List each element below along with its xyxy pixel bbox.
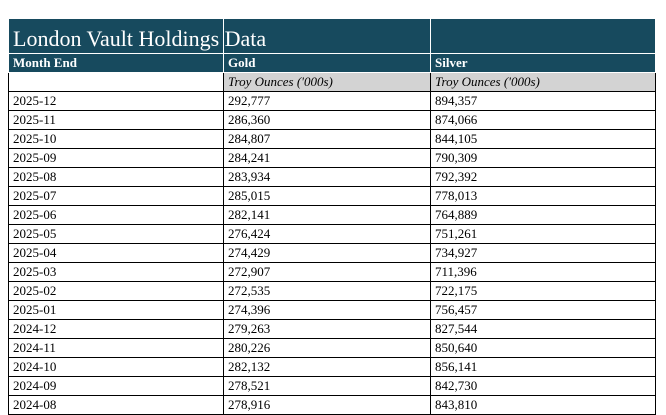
table-row: 2025-02 272,535 722,175 xyxy=(8,281,656,301)
table-row: 2024-09 278,521 842,730 xyxy=(8,376,656,396)
cell-gold: 286,360 xyxy=(223,110,431,130)
unit-cell-gold: Troy Ounces ('000s) xyxy=(223,72,431,92)
cell-month-end: 2025-10 xyxy=(8,129,224,149)
cell-month-end: 2025-11 xyxy=(8,110,224,130)
cell-silver: 850,640 xyxy=(430,338,656,358)
table-row: 2025-04 274,429 734,927 xyxy=(8,243,656,263)
table-row: 2024-11 280,226 850,640 xyxy=(8,338,656,358)
table-row: 2025-03 272,907 711,396 xyxy=(8,262,656,282)
cell-month-end: 2024-12 xyxy=(8,319,224,339)
cell-silver: 764,889 xyxy=(430,205,656,225)
cell-month-end: 2025-04 xyxy=(8,243,224,263)
column-header-row: Month End Gold Silver xyxy=(8,53,656,73)
cell-gold: 284,241 xyxy=(223,148,431,168)
title-spacer-cell-2 xyxy=(430,18,656,54)
column-header-month-end: Month End xyxy=(8,53,224,73)
title-row: London Vault Holdings Data xyxy=(8,18,656,54)
unit-cell-silver: Troy Ounces ('000s) xyxy=(430,72,656,92)
cell-month-end: 2024-09 xyxy=(8,376,224,396)
cell-gold: 284,807 xyxy=(223,129,431,149)
cell-silver: 844,105 xyxy=(430,129,656,149)
cell-gold: 292,777 xyxy=(223,91,431,111)
cell-month-end: 2024-11 xyxy=(8,338,224,358)
cell-gold: 274,429 xyxy=(223,243,431,263)
cell-gold: 285,015 xyxy=(223,186,431,206)
holdings-table: London Vault Holdings Data Month End Gol… xyxy=(8,18,656,415)
cell-silver: 722,175 xyxy=(430,281,656,301)
table-row: 2025-06 282,141 764,889 xyxy=(8,205,656,225)
table-row: 2025-07 285,015 778,013 xyxy=(8,186,656,206)
cell-month-end: 2025-01 xyxy=(8,300,224,320)
cell-gold: 283,934 xyxy=(223,167,431,187)
cell-gold: 274,396 xyxy=(223,300,431,320)
cell-month-end: 2025-02 xyxy=(8,281,224,301)
holdings-table-container: London Vault Holdings Data Month End Gol… xyxy=(8,18,656,415)
cell-silver: 778,013 xyxy=(430,186,656,206)
cell-gold: 278,916 xyxy=(223,395,431,415)
cell-silver: 856,141 xyxy=(430,357,656,377)
cell-silver: 874,066 xyxy=(430,110,656,130)
cell-silver: 756,457 xyxy=(430,300,656,320)
cell-month-end: 2024-08 xyxy=(8,395,224,415)
cell-gold: 282,132 xyxy=(223,357,431,377)
column-header-gold: Gold xyxy=(223,53,431,73)
column-header-silver: Silver xyxy=(430,53,656,73)
table-row: 2025-08 283,934 792,392 xyxy=(8,167,656,187)
cell-month-end: 2025-06 xyxy=(8,205,224,225)
table-row: 2025-12 292,777 894,357 xyxy=(8,91,656,111)
cell-month-end: 2025-08 xyxy=(8,167,224,187)
table-row: 2025-05 276,424 751,261 xyxy=(8,224,656,244)
title-cell: London Vault Holdings Data xyxy=(8,18,266,54)
unit-cell-empty xyxy=(8,72,224,92)
table-row: 2024-08 278,916 843,810 xyxy=(8,395,656,415)
table-row: 2025-10 284,807 844,105 xyxy=(8,129,656,149)
table-body: 2025-12 292,777 894,357 2025-11 286,360 … xyxy=(8,91,656,415)
cell-month-end: 2025-03 xyxy=(8,262,224,282)
cell-month-end: 2025-05 xyxy=(8,224,224,244)
cell-silver: 827,544 xyxy=(430,319,656,339)
cell-silver: 734,927 xyxy=(430,243,656,263)
cell-gold: 278,521 xyxy=(223,376,431,396)
cell-gold: 280,226 xyxy=(223,338,431,358)
table-row: 2025-01 274,396 756,457 xyxy=(8,300,656,320)
cell-month-end: 2025-12 xyxy=(8,91,224,111)
units-row: Troy Ounces ('000s) Troy Ounces ('000s) xyxy=(8,72,656,92)
table-row: 2025-11 286,360 874,066 xyxy=(8,110,656,130)
cell-silver: 842,730 xyxy=(430,376,656,396)
cell-month-end: 2025-07 xyxy=(8,186,224,206)
cell-month-end: 2024-10 xyxy=(8,357,224,377)
cell-gold: 272,907 xyxy=(223,262,431,282)
cell-silver: 711,396 xyxy=(430,262,656,282)
cell-silver: 894,357 xyxy=(430,91,656,111)
cell-gold: 282,141 xyxy=(223,205,431,225)
cell-gold: 272,535 xyxy=(223,281,431,301)
cell-gold: 279,263 xyxy=(223,319,431,339)
cell-silver: 751,261 xyxy=(430,224,656,244)
page-title: London Vault Holdings Data xyxy=(13,26,267,51)
cell-gold: 276,424 xyxy=(223,224,431,244)
cell-month-end: 2025-09 xyxy=(8,148,224,168)
table-row: 2024-12 279,263 827,544 xyxy=(8,319,656,339)
title-spacer-cell-1 xyxy=(223,18,431,54)
cell-silver: 790,309 xyxy=(430,148,656,168)
table-row: 2025-09 284,241 790,309 xyxy=(8,148,656,168)
cell-silver: 843,810 xyxy=(430,395,656,415)
table-row: 2024-10 282,132 856,141 xyxy=(8,357,656,377)
cell-silver: 792,392 xyxy=(430,167,656,187)
